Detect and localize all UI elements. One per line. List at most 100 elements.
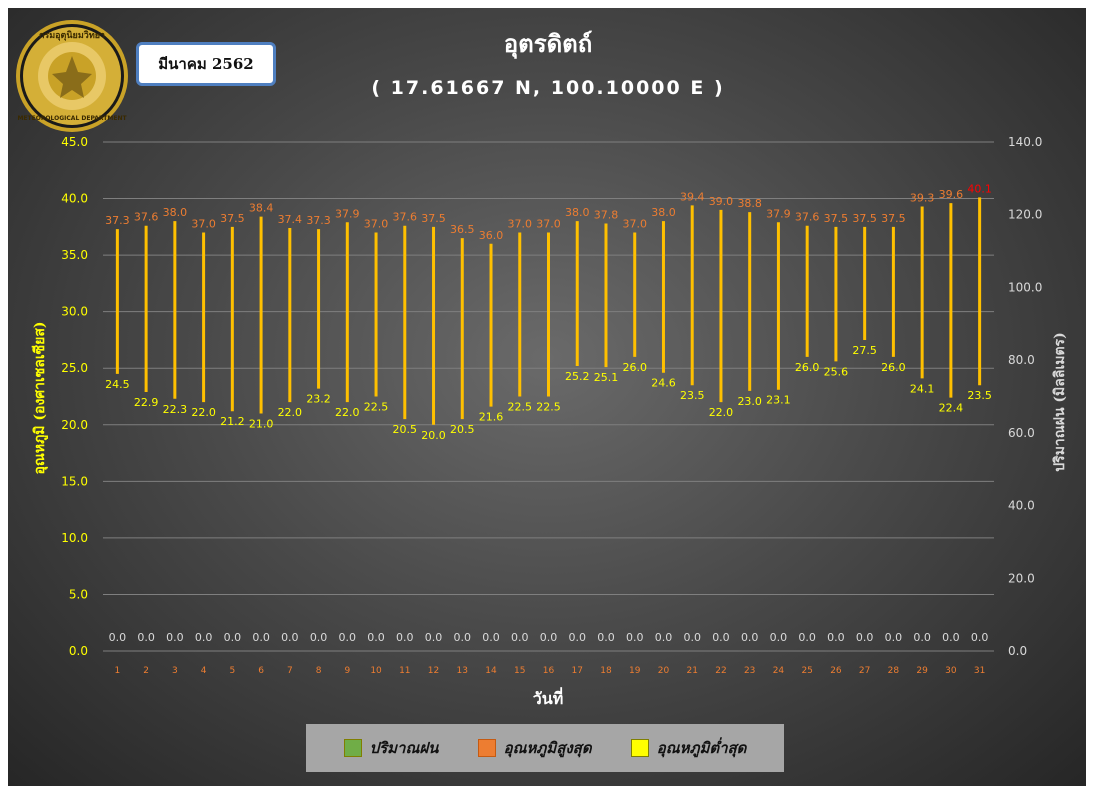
x-tick-label: 28	[888, 666, 900, 676]
rain-label: 0.0	[626, 631, 644, 644]
max-temp-labels: 37.3 37.6 38.037.0 37.538.437.4 37.337.937.0…	[105, 182, 992, 241]
x-tick-label: 1	[115, 666, 121, 676]
rain-label: 0.0	[425, 631, 443, 644]
x-tick-label: 11	[399, 666, 410, 676]
min-temp-label: 22.5	[536, 401, 561, 414]
min-temp-label: 23.5	[680, 389, 705, 402]
x-tick-label: 16	[543, 666, 555, 676]
x-tick-label: 25	[801, 666, 812, 676]
x-tick-label: 23	[744, 666, 755, 676]
rain-label: 0.0	[252, 631, 270, 644]
rain-label: 0.0	[655, 631, 673, 644]
chart-subtitle: ( 17.61667 N, 100.10000 E )	[371, 77, 724, 99]
left-tick-label: 15.0	[61, 474, 88, 488]
rain-label: 0.0	[540, 631, 558, 644]
rain-label: 0.0	[942, 631, 960, 644]
x-tick-label: 20	[658, 666, 670, 676]
max-temp-label: 37.6	[795, 211, 820, 224]
right-axis-title: ปริมาณฝน (มิลลิเมตร)	[1052, 332, 1068, 471]
x-tick-label: 3	[172, 666, 178, 676]
left-tick-label: 45.0	[61, 135, 88, 149]
rain-label: 0.0	[712, 631, 730, 644]
x-tick-label: 30	[945, 666, 957, 676]
min-temp-label: 25.2	[565, 370, 590, 383]
max-temp-label: 37.8	[594, 208, 619, 221]
x-tick-label: 27	[859, 666, 870, 676]
rain-label: 0.0	[454, 631, 472, 644]
min-temp-label: 20.5	[393, 423, 418, 436]
x-tick-label: 2	[143, 666, 149, 676]
rain-label: 0.0	[511, 631, 529, 644]
rain-label: 0.0	[195, 631, 213, 644]
rain-label: 0.0	[482, 631, 500, 644]
max-temp-label: 36.0	[479, 229, 504, 242]
rain-label: 0.0	[741, 631, 759, 644]
rain-label: 0.0	[971, 631, 989, 644]
max-temp-label: 37.5	[824, 212, 849, 225]
max-temp-label: 40.1	[967, 182, 992, 195]
max-temp-label: 37.5	[881, 212, 906, 225]
rain-label: 0.0	[683, 631, 701, 644]
max-temp-label: 37.0	[364, 217, 389, 230]
right-axis-ticks: 0.0 20.0 40.0 60.0 80.0 100.0 120.0 140.0	[1008, 135, 1042, 658]
right-tick-label: 140.0	[1008, 135, 1042, 149]
legend: ปริมาณฝน อุณหภูมิสูงสุด อุณหภูมิต่ำสุด	[306, 724, 784, 772]
min-temp-labels: 24.522.922.3 22.021.2 21.022.023.222.0 22.5…	[105, 344, 992, 442]
max-temp-label: 38.0	[565, 206, 590, 219]
rain-label: 0.0	[166, 631, 184, 644]
right-tick-label: 0.0	[1008, 644, 1027, 658]
svg-text:กรมอุตุนิยมวิทยา: กรมอุตุนิยมวิทยา	[39, 30, 105, 41]
max-temp-label: 37.5	[852, 212, 877, 225]
temperature-range-bars	[115, 197, 982, 425]
x-tick-label: 10	[370, 666, 382, 676]
min-temp-label: 22.5	[364, 401, 389, 414]
max-temp-label: 37.5	[421, 212, 446, 225]
x-tick-label: 13	[457, 666, 468, 676]
rain-label: 0.0	[770, 631, 788, 644]
min-temp-label: 21.6	[479, 411, 504, 424]
x-tick-label: 15	[514, 666, 525, 676]
min-temp-label: 23.2	[306, 393, 331, 406]
min-temp-label: 22.3	[163, 403, 188, 416]
min-temp-label: 20.5	[450, 423, 475, 436]
min-temp-label: 21.2	[220, 415, 245, 428]
legend-swatch-min-temp	[630, 739, 649, 757]
x-tick-label: 7	[287, 666, 293, 676]
min-temp-label: 22.4	[939, 402, 964, 415]
min-temp-label: 22.0	[278, 406, 303, 419]
max-temp-label: 37.4	[278, 213, 303, 226]
max-temp-label: 36.5	[450, 223, 475, 236]
rain-label: 0.0	[367, 631, 385, 644]
x-tick-label: 14	[485, 666, 497, 676]
min-temp-label: 24.5	[105, 378, 130, 391]
x-tick-label: 31	[974, 666, 985, 676]
rain-label: 0.0	[224, 631, 242, 644]
legend-label-rain: ปริมาณฝน	[369, 739, 439, 757]
left-axis-ticks: 0.0 5.0 10.0 15.0 20.0 25.0 30.0 35.0 40.0 45.0	[61, 135, 88, 658]
rain-label: 0.0	[109, 631, 127, 644]
min-temp-label: 26.0	[622, 361, 647, 374]
max-temp-label: 37.0	[536, 217, 561, 230]
x-tick-label: 6	[258, 666, 264, 676]
x-tick-label: 12	[428, 666, 439, 676]
min-temp-label: 22.5	[508, 401, 533, 414]
max-temp-label: 39.4	[680, 190, 705, 203]
max-temp-label: 37.9	[335, 207, 360, 220]
month-badge: มีนาคม 2562	[136, 42, 276, 86]
rain-label: 0.0	[913, 631, 931, 644]
x-tick-label: 4	[201, 666, 207, 676]
min-temp-label: 22.9	[134, 396, 159, 409]
temperature-rain-chart: กรมอุตุนิยมวิทยา METEOROLOGICAL DEPARTME…	[16, 20, 1068, 708]
x-axis-title: วันที่	[533, 687, 563, 708]
min-temp-label: 21.0	[249, 417, 274, 430]
left-tick-label: 30.0	[61, 305, 88, 319]
min-temp-label: 27.5	[852, 344, 877, 357]
max-temp-label: 38.4	[249, 202, 274, 215]
min-temp-label: 24.1	[910, 382, 935, 395]
left-tick-label: 0.0	[69, 644, 88, 658]
x-tick-label: 9	[344, 666, 350, 676]
max-temp-label: 37.0	[191, 217, 216, 230]
rain-label: 0.0	[568, 631, 586, 644]
max-temp-label: 37.3	[105, 214, 130, 227]
left-tick-label: 35.0	[61, 248, 88, 262]
